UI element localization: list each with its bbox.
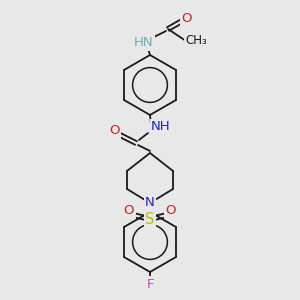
Text: O: O	[109, 124, 119, 137]
Text: HN: HN	[134, 37, 154, 50]
Text: O: O	[182, 11, 192, 25]
Text: CH₃: CH₃	[185, 34, 207, 47]
Text: N: N	[145, 196, 155, 209]
Text: O: O	[124, 205, 134, 218]
Text: NH: NH	[151, 121, 171, 134]
Text: O: O	[166, 205, 176, 218]
Text: S: S	[145, 212, 155, 226]
Text: F: F	[146, 278, 154, 290]
